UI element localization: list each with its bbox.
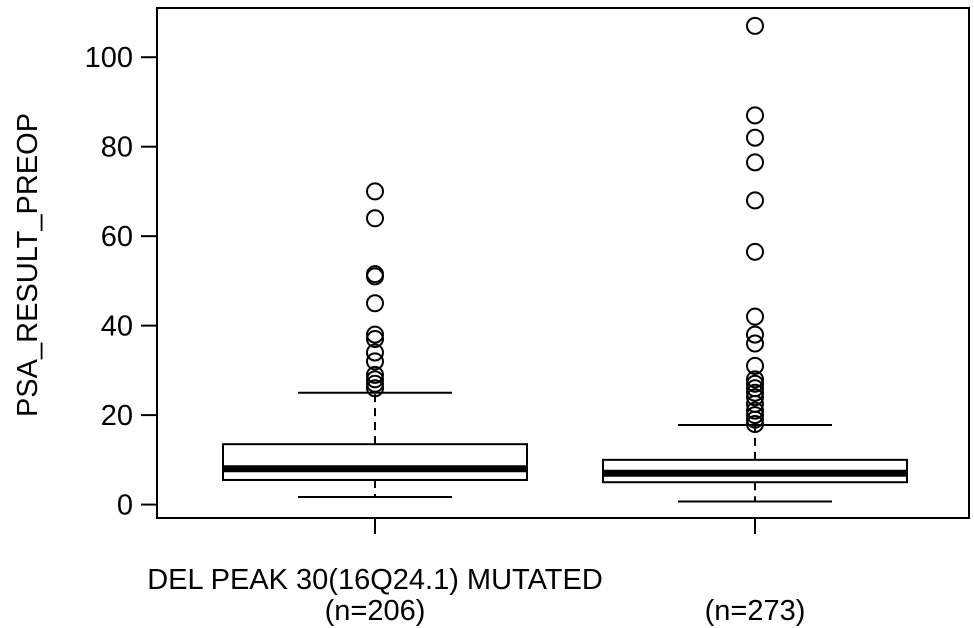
outlier-point: [746, 379, 764, 398]
box-group: [222, 182, 528, 498]
outlier-point: [746, 128, 764, 147]
y-tick-label: 80: [101, 132, 133, 164]
outlier-point: [746, 406, 764, 425]
x-axis: (n=206) (n=273): [325, 518, 806, 627]
outlier-point: [366, 325, 384, 344]
outlier-point: [746, 242, 764, 261]
outlier-point: [366, 343, 384, 362]
outlier-point: [366, 374, 384, 393]
outlier-point: [366, 379, 384, 398]
outlier-point: [746, 356, 764, 375]
y-tick-label: 60: [101, 221, 133, 253]
outlier-point: [366, 330, 384, 349]
outlier-point: [366, 352, 384, 371]
outlier-point: [746, 153, 764, 172]
x-tick-label: (n=206): [325, 595, 426, 627]
y-axis: 0 20 40 60 80 100: [85, 42, 158, 522]
y-axis-label: PSA_RESULT_PREOP: [12, 113, 44, 417]
y-tick-label: 0: [117, 490, 133, 522]
outlier-point: [366, 294, 384, 313]
outlier-point: [746, 401, 764, 420]
outlier-point: [746, 106, 764, 125]
outlier-point: [746, 370, 764, 389]
outlier-point: [366, 265, 384, 284]
outlier-point: [746, 374, 764, 393]
outlier-point: [746, 16, 764, 35]
y-tick-label: 100: [85, 42, 133, 74]
outlier-point: [746, 388, 764, 407]
outlier-point: [366, 365, 384, 384]
outlier-point: [746, 191, 764, 210]
plot-frame: [156, 7, 970, 519]
axis-caption: DEL PEAK 30(16Q24.1) MUTATED: [147, 564, 603, 596]
iqr-box: [222, 443, 528, 481]
outlier-point: [366, 182, 384, 201]
outlier-point: [746, 383, 764, 402]
boxes: [222, 16, 908, 503]
outlier-point: [746, 415, 764, 434]
outlier-point: [746, 325, 764, 344]
outlier-point: [746, 307, 764, 326]
box-group: [602, 16, 908, 503]
outlier-point: [366, 370, 384, 389]
outlier-point: [366, 209, 384, 228]
y-tick-label: 40: [101, 311, 133, 343]
outlier-point: [746, 334, 764, 353]
x-tick-label: (n=273): [705, 595, 806, 627]
y-tick-label: 20: [101, 400, 133, 432]
